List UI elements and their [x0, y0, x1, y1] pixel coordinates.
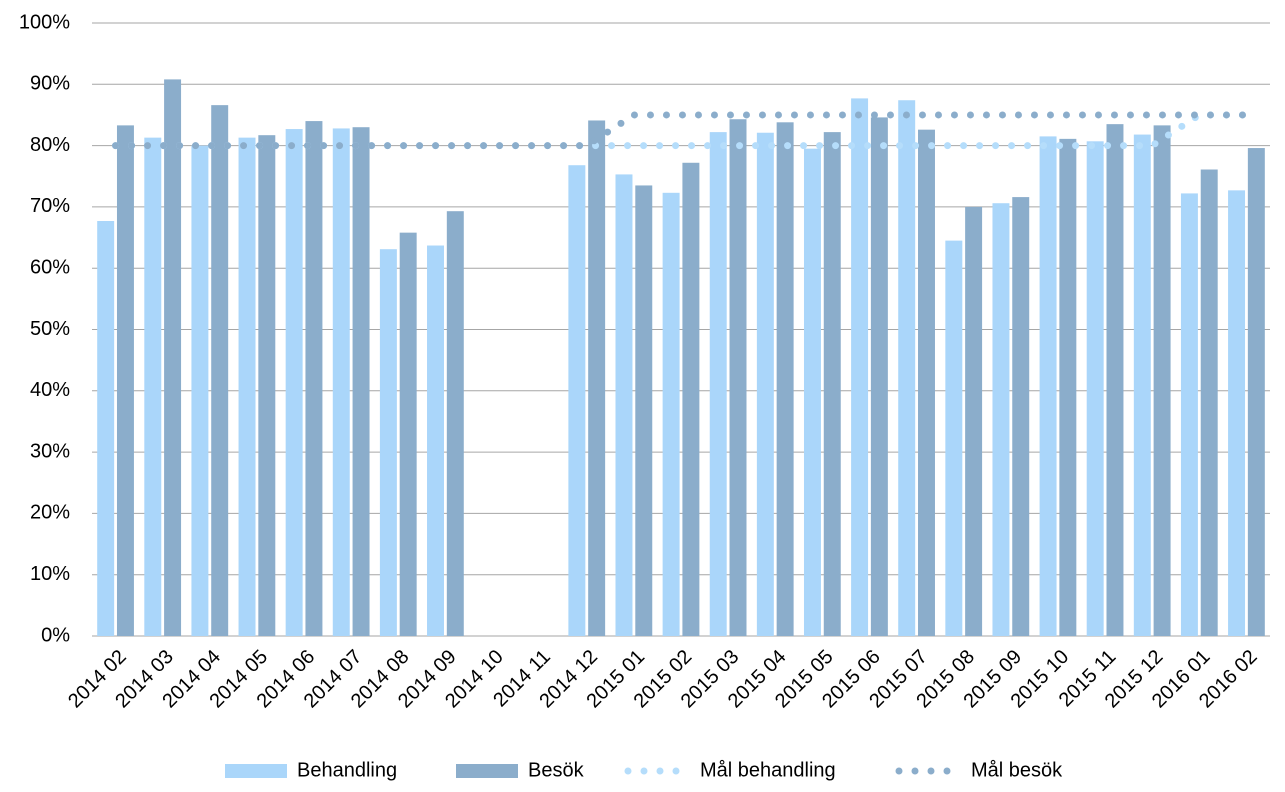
legend-swatch — [456, 764, 518, 778]
y-tick-label: 90% — [30, 73, 70, 95]
bar — [446, 211, 464, 637]
bar — [332, 128, 350, 636]
y-tick-label: 70% — [30, 195, 70, 217]
y-tick-label: 100% — [19, 11, 70, 33]
bar — [803, 148, 821, 637]
bar — [1247, 148, 1265, 636]
bar — [427, 245, 444, 637]
y-tick-label: 80% — [30, 134, 70, 156]
bar — [709, 132, 727, 636]
bar — [305, 121, 323, 636]
y-tick-label: 50% — [30, 318, 70, 340]
bar — [662, 192, 680, 636]
legend-label: Mål besök — [971, 759, 1063, 781]
bar — [682, 162, 700, 636]
bar — [238, 137, 256, 637]
bar — [729, 119, 747, 637]
y-tick-label: 30% — [30, 440, 70, 462]
bar — [1180, 193, 1198, 636]
bar — [352, 127, 370, 637]
legend-swatch — [225, 764, 287, 778]
bar — [1086, 141, 1104, 636]
bar — [870, 117, 888, 637]
bar — [191, 145, 209, 636]
bar — [285, 129, 303, 636]
bar — [851, 98, 869, 637]
bar — [1106, 124, 1124, 637]
bar — [776, 122, 794, 636]
bar — [756, 132, 774, 637]
legend-label: Mål behandling — [700, 759, 836, 781]
bar — [1153, 125, 1171, 636]
bar — [965, 206, 983, 636]
target-line — [112, 111, 1250, 150]
bar — [1228, 190, 1246, 636]
bar — [144, 137, 162, 637]
y-tick-label: 20% — [30, 502, 70, 524]
bar — [992, 203, 1010, 637]
bar — [97, 220, 115, 636]
bar — [1039, 136, 1057, 636]
bar — [918, 129, 935, 637]
y-tick-label: 40% — [30, 379, 70, 401]
bar — [116, 125, 134, 636]
bar — [635, 185, 653, 636]
bar — [1059, 138, 1077, 636]
bar — [379, 249, 397, 636]
bar — [1012, 197, 1030, 637]
y-tick-label: 10% — [30, 563, 70, 585]
bar — [164, 79, 182, 637]
bar — [588, 120, 606, 637]
legend-label: Besök — [528, 759, 585, 781]
target-line — [112, 111, 1250, 150]
bar — [823, 132, 841, 636]
bar — [1133, 134, 1151, 637]
bar — [615, 174, 633, 636]
bar — [568, 165, 586, 636]
bar — [945, 240, 963, 637]
bar — [399, 232, 417, 636]
bar — [258, 135, 276, 636]
bar — [898, 100, 916, 637]
bar — [211, 105, 229, 637]
y-tick-label: 60% — [30, 256, 70, 278]
legend-label: Behandling — [297, 759, 397, 781]
bar — [1200, 169, 1218, 636]
y-tick-label: 0% — [41, 624, 70, 646]
